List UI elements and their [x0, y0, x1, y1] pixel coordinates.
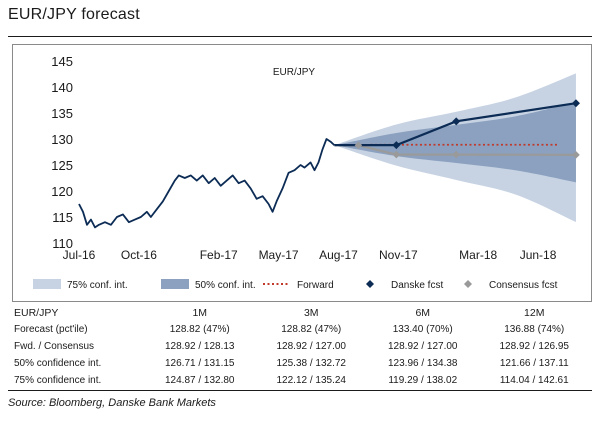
legend-swatch-band50 [161, 279, 189, 289]
x-axis: Jul-16 Oct-16 Feb-17 May-17 Aug-17 Nov-17 Mar-… [63, 248, 557, 262]
table-header-cell: 12M [524, 306, 545, 319]
table-header-cell: 1M [192, 306, 208, 319]
table-cell: 75% confidence int. [14, 375, 102, 386]
legend-label: Consensus fcst [489, 280, 558, 291]
legend-swatch-diamond [366, 280, 374, 288]
danske-marker [452, 117, 461, 126]
y-tick-label: 140 [51, 80, 73, 95]
table-cell: 114.04 / 142.61 [499, 375, 569, 386]
legend-swatch-diamond [464, 280, 472, 288]
table-header-cell: 3M [303, 306, 319, 319]
legend-swatch-band75 [33, 279, 61, 289]
table-cell: 121.66 / 137.11 [499, 358, 569, 369]
table-cell: 128.92 / 127.00 [276, 341, 346, 352]
source-note: Source: Bloomberg, Danske Bank Markets [8, 397, 216, 409]
title-divider [8, 36, 592, 37]
table-cell: 136.88 (74%) [504, 324, 565, 335]
x-tick-label: Oct-16 [121, 248, 157, 262]
y-tick-label: 145 [51, 54, 73, 69]
table-cell: 122.12 / 135.24 [276, 375, 346, 386]
y-tick-label: 125 [51, 158, 73, 173]
table-cell: 128.92 / 126.95 [499, 341, 569, 352]
table-cell: Fwd. / Consensus [14, 341, 95, 352]
y-tick-label: 130 [51, 132, 73, 147]
table-header-cell: EUR/JPY [14, 306, 59, 319]
forward-line [334, 143, 558, 147]
table-cell: 133.40 (70%) [392, 324, 453, 335]
y-tick-label: 120 [51, 184, 73, 199]
table-cell: 128.82 (47%) [281, 324, 342, 335]
x-tick-label: Feb-17 [200, 248, 238, 262]
danske-line [334, 102, 577, 147]
y-tick-label: 115 [52, 210, 73, 225]
x-tick-label: May-17 [259, 248, 299, 262]
x-tick-label: Aug-17 [319, 248, 358, 262]
table-row: Forecast (pct'ile) 128.82 (47%) 128.82 (… [14, 321, 590, 338]
table-cell: Forecast (pct'ile) [14, 324, 88, 335]
x-tick-label: Jun-18 [520, 248, 557, 262]
x-tick-label: Mar-18 [459, 248, 497, 262]
source-divider [8, 390, 592, 391]
y-tick-label: 110 [52, 236, 73, 251]
consensus-marker [392, 150, 401, 159]
history-line [78, 138, 336, 229]
table-cell: 126.71 / 131.15 [164, 358, 235, 369]
x-tick-label: Nov-17 [379, 248, 418, 262]
table-cell: 50% confidence int. [14, 358, 102, 369]
chart-legend: 75% conf. int. 50% conf. int. Forward Dansk… [33, 279, 558, 291]
danske-marker [392, 141, 401, 150]
band-50pct [334, 102, 576, 183]
table-cell: 124.87 / 132.80 [164, 375, 235, 386]
legend-label: 50% conf. int. [195, 280, 256, 291]
table-header-row: EUR/JPY 1M 3M 6M 12M [14, 304, 590, 321]
table-row: Fwd. / Consensus 128.92 / 128.13 128.92 … [14, 338, 590, 355]
chart-title: EUR/JPY [273, 67, 316, 78]
table-cell: 128.82 (47%) [169, 324, 230, 335]
table-cell: 119.29 / 138.02 [388, 375, 458, 386]
y-axis: 110 115 120 125 130 135 140 145 [51, 54, 73, 251]
confidence-bands [334, 73, 576, 222]
table-row: 50% confidence int. 126.71 / 131.15 125.… [14, 355, 590, 372]
table-cell: 128.92 / 127.00 [387, 341, 458, 352]
table-row: 75% confidence int. 124.87 / 132.80 122.… [14, 372, 590, 389]
eurjpy-chart: 110 115 120 125 130 135 140 145 Jul-16 Oct-16 Feb… [33, 54, 580, 291]
forecast-table: EUR/JPY 1M 3M 6M 12M Forecast (pct'ile) … [14, 304, 590, 389]
table-header-cell: 6M [415, 306, 431, 319]
legend-label: 75% conf. int. [67, 280, 128, 291]
table-cell: 125.38 / 132.72 [276, 358, 346, 369]
chart-panel: 110 115 120 125 130 135 140 145 Jul-16 Oct-16 Feb… [12, 44, 592, 302]
danske-marker [571, 99, 580, 108]
x-tick-label: Jul-16 [63, 248, 96, 262]
consensus-marker [452, 150, 461, 159]
y-tick-label: 135 [51, 106, 73, 121]
legend-label: Danske fcst [391, 280, 443, 291]
table-cell: 128.92 / 128.13 [164, 341, 235, 352]
legend-label: Forward [297, 280, 334, 291]
forecast-table-wrap: EUR/JPY 1M 3M 6M 12M Forecast (pct'ile) … [14, 304, 590, 389]
table-cell: 123.96 / 134.38 [387, 358, 458, 369]
page-title: EUR/JPY forecast [8, 6, 140, 23]
